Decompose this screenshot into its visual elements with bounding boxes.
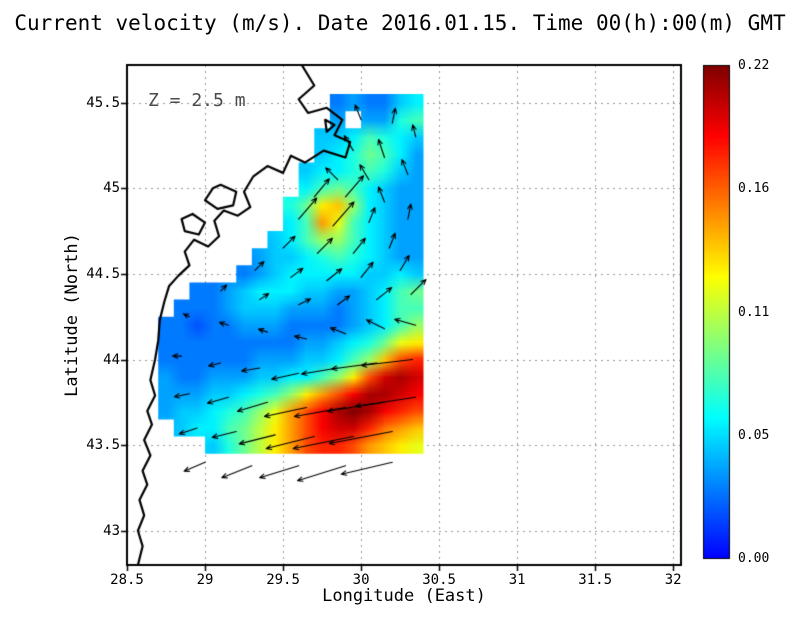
- x-axis-label: Longitude (East): [322, 586, 486, 606]
- y-tick-label: 43.5: [86, 437, 120, 454]
- x-tick-label: 31.5: [578, 572, 613, 588]
- colorbar-tick-label: 0.16: [738, 181, 770, 197]
- x-tick-label: 32: [664, 572, 682, 588]
- colorbar-tick-label: 0.11: [738, 304, 770, 320]
- x-tick-label: 29.5: [266, 572, 300, 588]
- y-tick-label: 44: [103, 351, 120, 368]
- colorbar-tick-label: 0.05: [738, 427, 770, 443]
- x-tick-label: 30: [352, 572, 370, 588]
- x-tick-label: 30.5: [422, 572, 456, 588]
- y-tick-label: 45.5: [86, 94, 120, 111]
- y-tick-label: 44.5: [86, 265, 120, 282]
- x-tick-label: 28.5: [110, 572, 144, 588]
- y-tick-label: 43: [103, 522, 120, 539]
- chart-title: Current velocity (m/s). Date 2016.01.15.…: [14, 11, 786, 35]
- x-tick-label: 31: [508, 572, 526, 588]
- colorbar-tick-label: 0.22: [738, 58, 770, 73]
- y-axis-label: Latitude (North): [62, 233, 82, 397]
- x-tick-label: 29: [196, 572, 214, 588]
- y-tick-label: 45: [103, 180, 120, 197]
- depth-annotation: Z = 2.5 m: [148, 90, 246, 111]
- colorbar-tick-label: 0.00: [738, 551, 770, 566]
